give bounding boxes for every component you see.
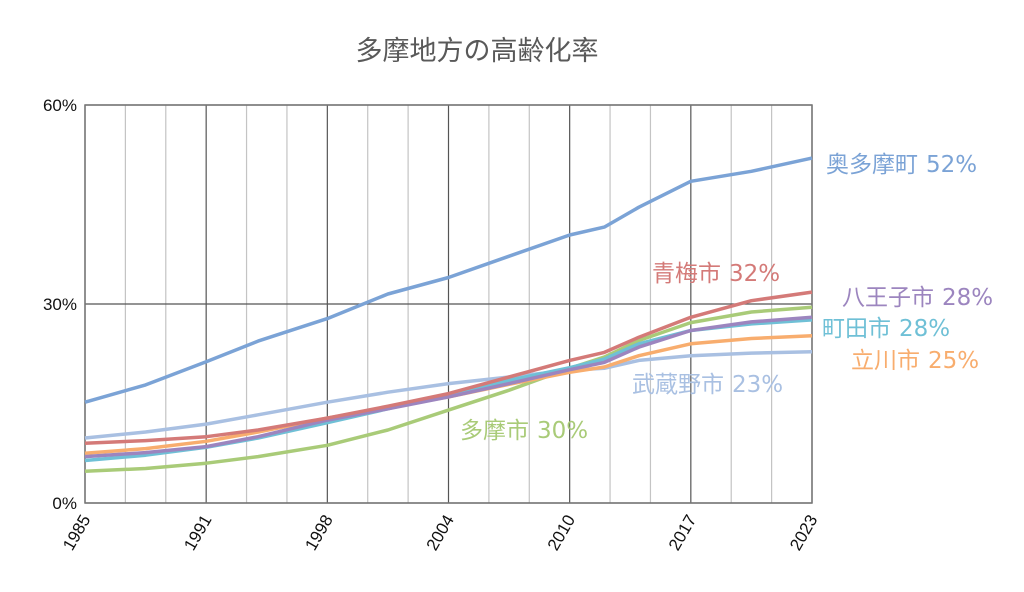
y-tick-label: 30%: [43, 295, 77, 314]
series-name: 多摩市: [460, 418, 529, 444]
series-end-label: 町田市 28%: [822, 316, 950, 342]
series-line-武蔵野市: [84, 350, 813, 440]
y-tick-label: 60%: [43, 96, 77, 115]
series-name: 八王子市: [842, 285, 934, 311]
x-tick-label: 2010: [544, 512, 579, 554]
series-name: 青梅市: [652, 261, 721, 287]
y-tick-label: 0%: [52, 494, 77, 513]
x-tick-label: 2023: [786, 512, 821, 554]
series-end-label: 奥多摩町 52%: [826, 152, 977, 178]
x-tick-label: 1991: [180, 512, 215, 554]
series-end-value: 23%: [732, 372, 783, 398]
series-lines: [84, 156, 813, 473]
series-end-label: 立川市 25%: [851, 348, 979, 374]
series-labels: 奥多摩町 52% 青梅市 32% 八王子市 28% 町田市 28% 立川市 25% 武蔵野市 23% 多…: [460, 152, 993, 444]
series-line-青梅市: [84, 290, 813, 446]
series-name: 立川市: [851, 348, 920, 374]
x-tick-label: 1985: [59, 512, 94, 554]
series-end-value: 32%: [729, 261, 780, 287]
series-end-value: 28%: [942, 285, 993, 311]
gridlines: [84, 104, 813, 504]
x-tick-label: 1998: [301, 512, 336, 554]
series-line-八王子市: [84, 315, 813, 459]
series-end-value: 28%: [899, 316, 950, 342]
series-name: 武蔵野市: [632, 372, 724, 398]
series-line-多摩市: [84, 305, 813, 473]
series-end-value: 30%: [537, 418, 588, 444]
series-end-label: 青梅市 32%: [652, 261, 780, 287]
axis-ticks: 0% 30% 60% 1985 1991 1998 2004 2010 2017 2023: [43, 96, 821, 554]
series-line-奥多摩町: [84, 156, 813, 404]
series-end-label: 多摩市 30%: [460, 418, 588, 444]
plot-border: [84, 104, 813, 504]
series-end-value: 25%: [928, 348, 979, 374]
x-tick-label: 2017: [665, 512, 700, 554]
chart-title: 多摩地方の高齢化率: [356, 36, 599, 67]
x-tick-label: 2004: [423, 512, 458, 554]
series-name: 町田市: [822, 316, 891, 342]
series-name: 奥多摩町: [826, 152, 918, 178]
series-end-label: 八王子市 28%: [842, 285, 993, 311]
series-end-value: 52%: [926, 152, 977, 178]
series-end-label: 武蔵野市 23%: [632, 372, 783, 398]
